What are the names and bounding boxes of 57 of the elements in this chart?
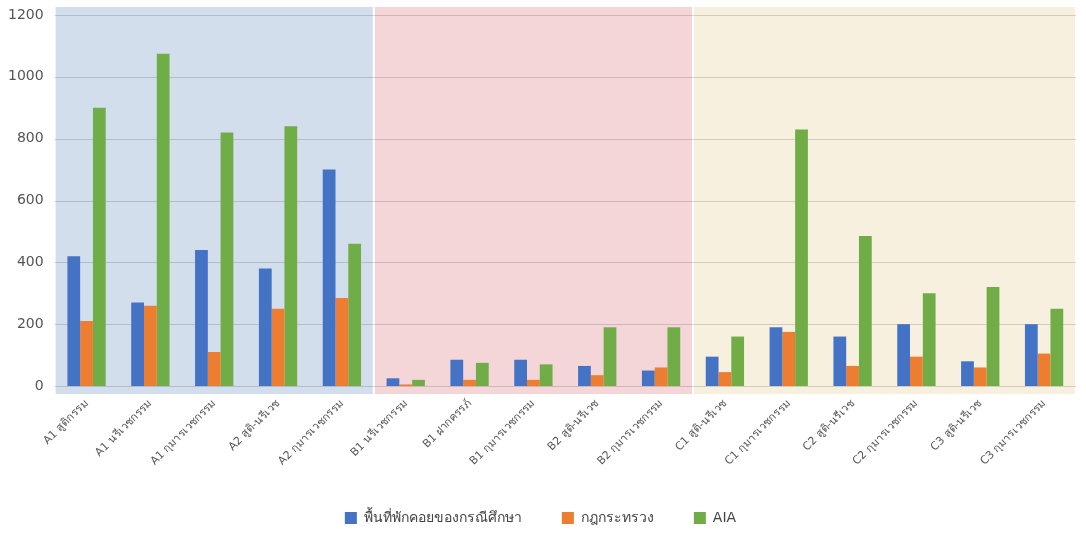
bar [475, 362, 489, 387]
y-tick-label: 600 [16, 191, 44, 208]
bar [527, 379, 540, 387]
bar [1024, 324, 1038, 387]
bar [667, 327, 681, 387]
y-tick-label: 400 [16, 252, 44, 269]
bar [731, 336, 745, 387]
bar [412, 379, 425, 387]
bar [92, 107, 106, 387]
bar [705, 356, 719, 387]
y-tick-label: 800 [16, 129, 44, 146]
bar [271, 308, 285, 387]
y-tick-label: 200 [16, 314, 44, 331]
bar [603, 327, 617, 387]
bar [348, 243, 362, 387]
bar [539, 364, 553, 387]
bar [846, 365, 859, 387]
bar [578, 365, 591, 387]
bar [922, 293, 936, 387]
bar [220, 132, 234, 387]
bar [641, 370, 655, 387]
bar [335, 297, 349, 387]
bar [258, 268, 272, 387]
bar [67, 256, 81, 387]
bar [131, 302, 144, 387]
bar [284, 126, 298, 387]
bar [973, 367, 987, 387]
bar [590, 375, 604, 387]
bar [450, 359, 464, 387]
y-tick-label: 1000 [7, 67, 44, 84]
bar [858, 236, 872, 387]
bar [769, 327, 783, 387]
bar [207, 352, 221, 387]
bar [80, 321, 93, 387]
bar [1037, 353, 1051, 387]
legend-label: พื้นที่พักคอยของกรณีศึกษา [363, 506, 522, 525]
bar [386, 378, 400, 387]
bar [195, 249, 208, 387]
bar [156, 53, 170, 387]
bar [463, 379, 476, 387]
y-tick-label: 1200 [7, 5, 44, 22]
legend-label: กฎกระทรวง [580, 508, 654, 525]
bar [795, 129, 808, 387]
bar [718, 372, 732, 387]
y-tick-label: 0 [34, 376, 44, 393]
bar [961, 361, 974, 387]
legend-label: AIA [712, 508, 737, 525]
bar [986, 287, 1000, 387]
bar [654, 367, 668, 387]
bar [833, 336, 847, 387]
bar [782, 331, 796, 387]
bar [144, 305, 157, 387]
bar [897, 324, 911, 387]
bar [322, 169, 336, 387]
bar [1050, 308, 1064, 387]
bar [910, 356, 923, 387]
bar [514, 359, 528, 387]
